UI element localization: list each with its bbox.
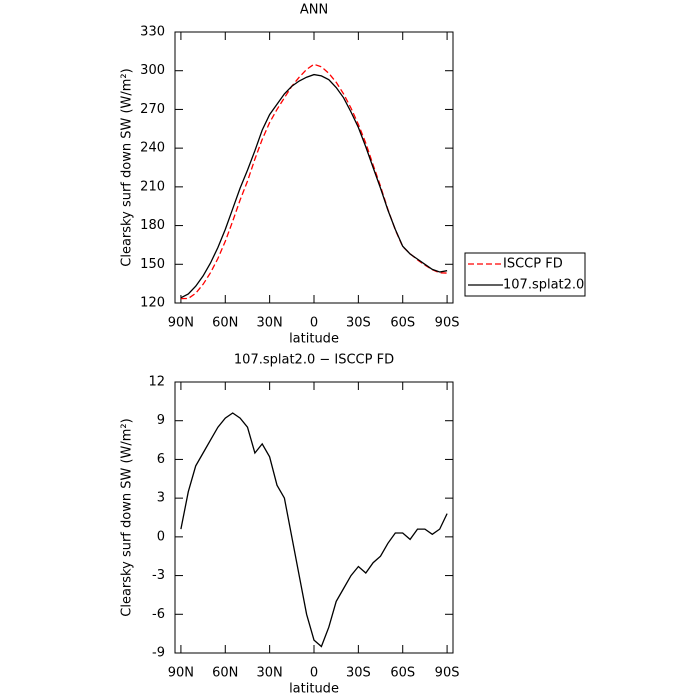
x-tick-label: 90S bbox=[435, 316, 460, 331]
x-tick-label: 90N bbox=[168, 316, 194, 331]
y-tick-label: -9 bbox=[152, 646, 165, 661]
y-tick-label: 330 bbox=[140, 25, 165, 40]
x-tick-label: 30N bbox=[256, 316, 282, 331]
plot-frame bbox=[174, 381, 454, 654]
legend-label: ISCCP FD bbox=[503, 257, 563, 272]
x-tick-label: 60N bbox=[212, 316, 238, 331]
x-axis-label: latitude bbox=[289, 332, 339, 347]
y-tick-label: 6 bbox=[157, 452, 165, 467]
x-tick-label: 0 bbox=[310, 316, 318, 331]
data-line bbox=[180, 73, 448, 299]
x-tick-label: 60N bbox=[212, 666, 238, 681]
x-tick-label: 90S bbox=[435, 666, 460, 681]
x-tick-label: 30N bbox=[256, 666, 282, 681]
y-tick-label: -6 bbox=[152, 607, 165, 622]
x-tick-label: 60S bbox=[390, 316, 415, 331]
x-axis-label: latitude bbox=[289, 682, 339, 697]
legend-box bbox=[464, 252, 586, 297]
y-tick-label: 12 bbox=[148, 375, 165, 390]
y-axis-label: Clearsky surf down SW (W/m²) bbox=[120, 418, 135, 616]
y-tick-label: 210 bbox=[140, 179, 165, 194]
plot-frame bbox=[174, 31, 454, 304]
chart-title: 107.splat2.0 − ISCCP FD bbox=[234, 353, 394, 368]
legend-label: 107.splat2.0 bbox=[503, 278, 584, 293]
y-tick-label: 150 bbox=[140, 257, 165, 272]
y-tick-label: 180 bbox=[140, 218, 165, 233]
y-tick-label: 0 bbox=[157, 529, 165, 544]
data-line bbox=[180, 63, 448, 300]
y-axis-label: Clearsky surf down SW (W/m²) bbox=[120, 68, 135, 266]
data-line bbox=[180, 412, 448, 648]
x-tick-label: 60S bbox=[390, 666, 415, 681]
chart-title: ANN bbox=[300, 3, 328, 18]
y-tick-label: 120 bbox=[140, 296, 165, 311]
x-tick-label: 90N bbox=[168, 666, 194, 681]
y-tick-label: -3 bbox=[152, 568, 165, 583]
y-tick-label: 9 bbox=[157, 413, 165, 428]
x-tick-label: 30S bbox=[346, 316, 371, 331]
y-tick-label: 300 bbox=[140, 63, 165, 78]
x-tick-label: 0 bbox=[310, 666, 318, 681]
y-tick-label: 270 bbox=[140, 102, 165, 117]
y-tick-label: 3 bbox=[157, 491, 165, 506]
x-tick-label: 30S bbox=[346, 666, 371, 681]
y-tick-label: 240 bbox=[140, 141, 165, 156]
